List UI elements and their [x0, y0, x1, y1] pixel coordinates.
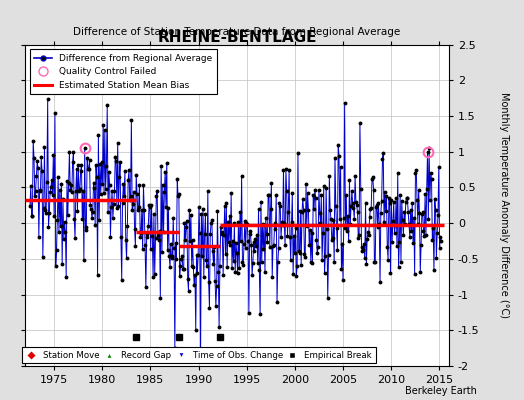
- Y-axis label: Monthly Temperature Anomaly Difference (°C): Monthly Temperature Anomaly Difference (…: [499, 92, 509, 318]
- Title: RHEINE-BENTLAGE: RHEINE-BENTLAGE: [157, 30, 317, 45]
- Text: Difference of Station Temperature Data from Regional Average: Difference of Station Temperature Data f…: [73, 27, 401, 37]
- Text: Berkeley Earth: Berkeley Earth: [405, 386, 477, 396]
- Legend: Station Move, Record Gap, Time of Obs. Change, Empirical Break: Station Move, Record Gap, Time of Obs. C…: [22, 347, 376, 363]
